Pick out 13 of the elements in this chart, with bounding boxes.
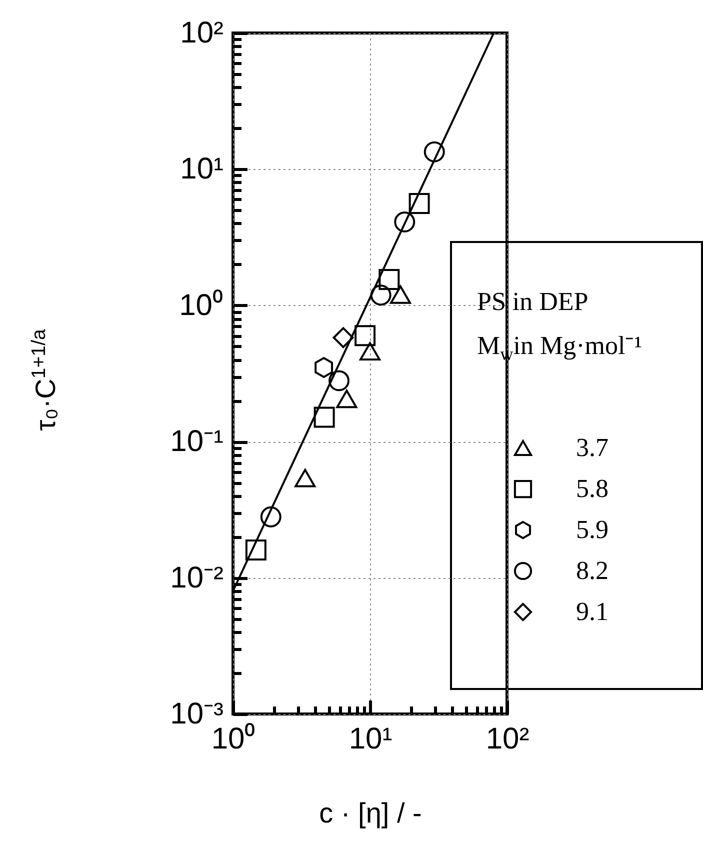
x-tick-label: 10² xyxy=(486,722,530,756)
y-tick-label: 10¹ xyxy=(180,152,224,186)
y-tick-label: 10⁻² xyxy=(170,561,224,594)
y-tick-label: 10⁰ xyxy=(179,288,224,322)
x-tick-label: 10¹ xyxy=(348,722,392,756)
legend-label: 8.2 xyxy=(576,556,608,585)
x-axis-title: c · [η] / - xyxy=(319,798,422,828)
legend-label: 9.1 xyxy=(576,597,608,626)
legend-label: 5.9 xyxy=(576,515,608,544)
y-tick-label: 10⁻¹ xyxy=(170,425,224,458)
legend-label: 5.8 xyxy=(576,474,608,503)
legend-label: 3.7 xyxy=(576,433,608,462)
y-tick-label: 10² xyxy=(180,16,224,50)
